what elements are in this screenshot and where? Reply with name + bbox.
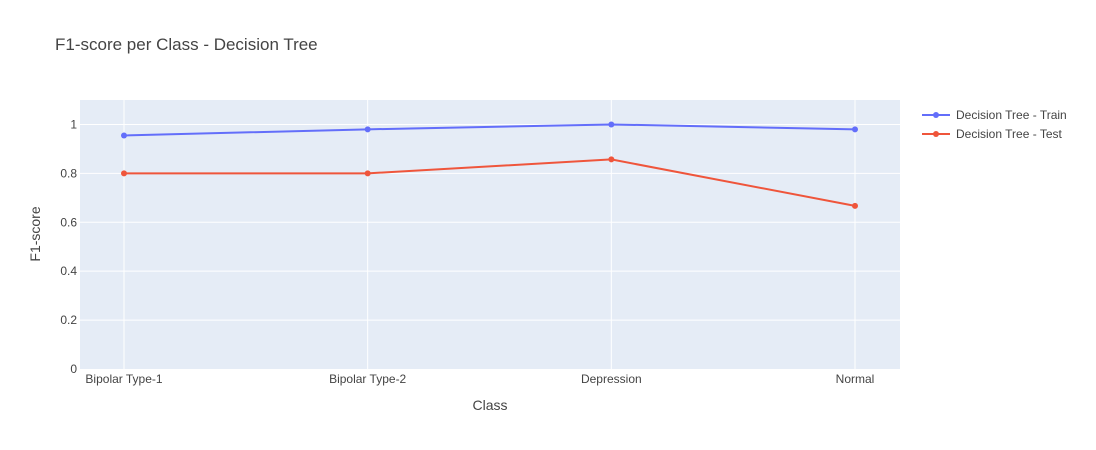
series-line <box>123 123 856 137</box>
data-point[interactable] <box>608 156 615 163</box>
x-axis-ticks: Bipolar Type-1 Bipolar Type-2 Depression No… <box>85 372 874 386</box>
data-point[interactable] <box>121 132 127 139</box>
legend-marker <box>933 112 939 118</box>
x-axis-title: Class <box>472 397 507 413</box>
x-tick-label: Bipolar Type-2 <box>329 372 406 386</box>
y-axis-title: F1-score <box>27 206 43 261</box>
data-point[interactable] <box>364 126 371 133</box>
legend-label: Decision Tree - Train <box>956 108 1067 122</box>
chart-title: F1-score per Class - Decision Tree <box>55 35 318 54</box>
y-tick-label: 1 <box>70 117 77 131</box>
x-tick-label: Bipolar Type-1 <box>85 372 162 386</box>
legend-item[interactable]: Decision Tree - Test <box>922 127 1062 141</box>
y-tick-label: 0.2 <box>60 313 77 327</box>
data-point[interactable] <box>364 170 371 177</box>
y-tick-label: 0.4 <box>60 264 77 278</box>
x-tick-label: Depression <box>581 372 642 386</box>
series-line <box>124 158 856 207</box>
plot-area <box>80 100 900 369</box>
legend-marker <box>933 131 939 137</box>
y-tick-label: 0.8 <box>60 166 77 180</box>
data-point[interactable] <box>852 126 858 133</box>
legend[interactable]: Decision Tree - Train Decision Tree - Tes… <box>922 108 1067 141</box>
legend-label: Decision Tree - Test <box>956 127 1062 141</box>
x-tick-label: Normal <box>836 372 875 386</box>
series-1 <box>121 156 858 209</box>
data-point[interactable] <box>852 202 858 209</box>
series-lines <box>121 121 858 209</box>
y-tick-label: 0.6 <box>60 215 77 229</box>
data-point[interactable] <box>121 170 127 177</box>
series-0 <box>121 121 858 139</box>
legend-item[interactable]: Decision Tree - Train <box>922 108 1067 122</box>
y-axis-ticks: 0 0.2 0.4 0.6 0.8 1 <box>60 117 77 376</box>
data-point[interactable] <box>608 121 615 128</box>
y-tick-label: 0 <box>70 362 77 376</box>
